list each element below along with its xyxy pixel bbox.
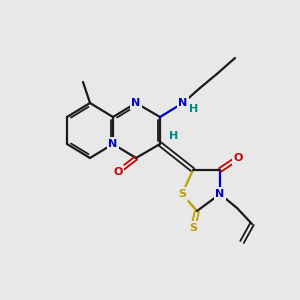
Text: N: N [108, 139, 118, 149]
Text: O: O [113, 167, 123, 177]
Text: O: O [233, 153, 243, 163]
Text: H: H [169, 131, 178, 141]
Text: S: S [178, 189, 186, 199]
Text: N: N [215, 189, 225, 199]
Text: N: N [178, 98, 188, 108]
Text: H: H [189, 104, 199, 114]
Text: N: N [131, 98, 141, 108]
Text: S: S [189, 223, 197, 233]
